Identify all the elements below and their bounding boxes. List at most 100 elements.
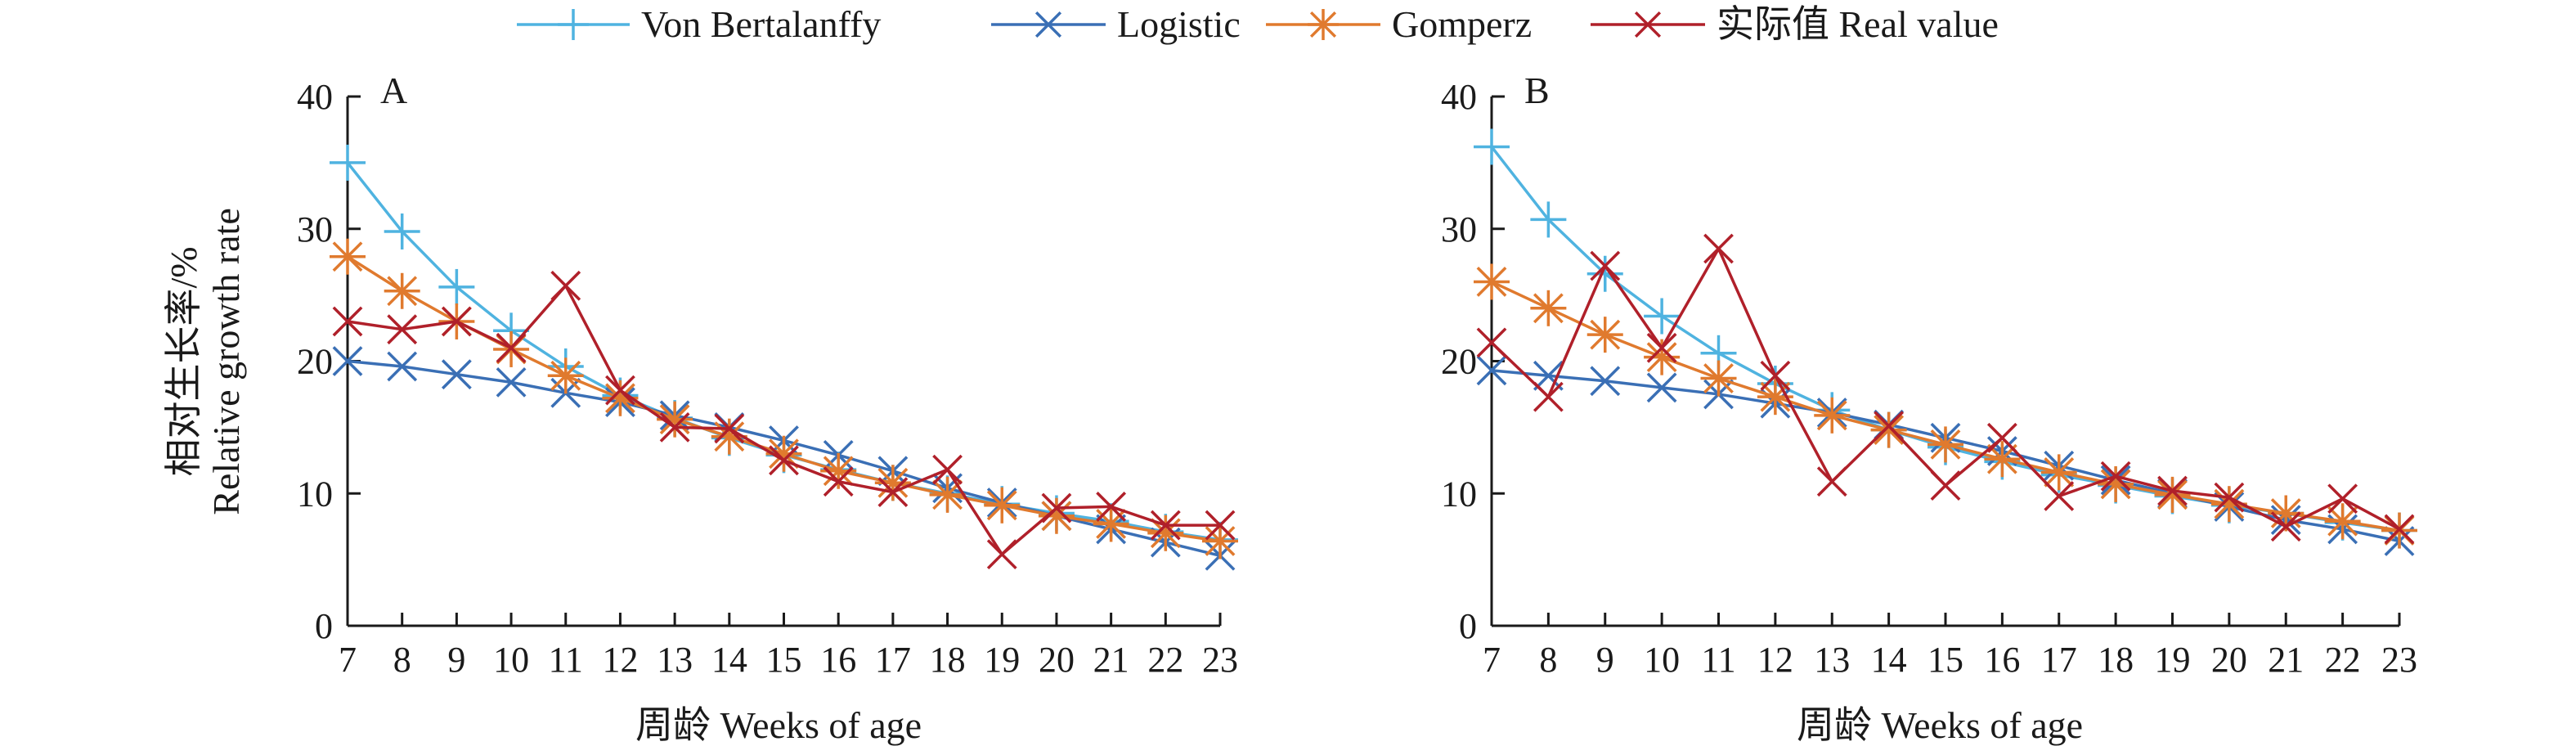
x-tick-label: 21: [2268, 640, 2304, 680]
series-line: [1491, 280, 2400, 533]
data-point: [1096, 492, 1127, 522]
x-tick-label: 10: [493, 640, 529, 680]
legend-entry-3: 实际值 Real value: [1591, 3, 1999, 45]
series-line: [1490, 146, 2400, 533]
data-point: [659, 411, 690, 443]
x-tick-label: 19: [984, 640, 1020, 680]
data-point: [1474, 128, 1510, 165]
data-point: [496, 366, 527, 398]
x-tick-label: 11: [549, 640, 583, 680]
panel-label: A: [380, 70, 407, 111]
data-point: [714, 413, 745, 444]
data-point: [1038, 497, 1075, 534]
x-tick-label: 15: [1928, 640, 1963, 680]
x-tick-label: 19: [2155, 640, 2191, 680]
legend: Von Bertalanffy Logistic Gomperz 实际值 Real v…: [517, 3, 1999, 45]
x-tick-label: 8: [1539, 640, 1557, 680]
series-line: [346, 161, 1221, 542]
data-point: [1150, 510, 1181, 541]
y-tick-label: 10: [297, 474, 333, 514]
data-point: [1816, 466, 1847, 497]
data-point: [441, 306, 472, 337]
x-tick-label: 7: [1483, 640, 1501, 680]
data-point: [1590, 250, 1621, 281]
data-point: [1928, 426, 1963, 463]
legend-marker: [558, 9, 589, 40]
data-point: [332, 306, 363, 337]
x-tick-label: 18: [2098, 640, 2134, 680]
data-point: [1205, 510, 1236, 541]
legend-marker: [1034, 11, 1062, 38]
data-point: [1870, 411, 1907, 448]
data-point: [332, 346, 363, 376]
data-point: [1202, 523, 1238, 560]
x-tick-label: 17: [2041, 640, 2077, 680]
data-point: [1530, 201, 1567, 238]
data-point: [496, 332, 527, 363]
data-point: [1760, 360, 1791, 391]
data-point: [2214, 482, 2245, 513]
data-point: [1586, 317, 1623, 353]
y-tick-label: 0: [1459, 606, 1477, 646]
x-tick-label: 22: [2325, 640, 2361, 680]
data-point: [387, 351, 418, 382]
y-tick-label: 40: [297, 77, 333, 117]
legend-label: 实际值 Real value: [1717, 3, 1999, 45]
series-3: [1476, 233, 2415, 545]
legend-label: Gomperz: [1392, 3, 1532, 45]
x-tick-label: 14: [711, 640, 747, 680]
x-tick-label: 23: [1202, 640, 1238, 680]
x-tick-label: 17: [875, 640, 911, 680]
legend-marker: [1634, 11, 1662, 38]
data-point: [1700, 360, 1737, 397]
data-point: [874, 465, 911, 501]
data-point: [1476, 355, 1507, 386]
data-point: [2324, 503, 2361, 540]
data-point: [438, 268, 475, 305]
x-tick-label: 23: [2381, 640, 2417, 680]
data-point: [441, 359, 472, 390]
data-point: [1986, 422, 2017, 453]
y-tick-label: 20: [297, 342, 333, 382]
data-point: [384, 272, 420, 309]
x-tick-label: 8: [393, 640, 411, 680]
data-point: [2270, 511, 2301, 542]
x-tick-label: 20: [2211, 640, 2247, 680]
y-axis-title-cn: 相对生长率/%: [163, 246, 204, 476]
data-point: [2044, 481, 2075, 511]
y-tick-label: 10: [1441, 474, 1477, 514]
legend-entry-0: Von Bertalanffy: [517, 3, 881, 45]
x-tick-label: 16: [820, 640, 856, 680]
legend-label: Logistic: [1117, 3, 1241, 45]
x-tick-label: 16: [1984, 640, 2020, 680]
x-tick-label: 13: [1814, 640, 1850, 680]
y-tick-label: 0: [315, 606, 333, 646]
x-tick-label: 11: [1701, 640, 1735, 680]
y-tick-label: 30: [297, 209, 333, 249]
data-point: [605, 375, 635, 406]
data-point: [2098, 465, 2134, 502]
data-point: [1590, 366, 1621, 397]
data-point: [2384, 514, 2415, 545]
series-2: [1474, 263, 2417, 549]
panel-a: 0 10 20 30 40 7 8 9 10 11 12 13 14 15 16 17 18 19 20 21 22 23…: [297, 70, 1238, 680]
data-point: [1533, 360, 1564, 391]
y-tick-label: 20: [1441, 342, 1477, 382]
x-tick-label: 18: [930, 640, 966, 680]
data-point: [986, 539, 1017, 570]
data-point: [1984, 441, 2021, 478]
x-tick-label: 10: [1644, 640, 1680, 680]
legend-entry-2: Gomperz: [1266, 3, 1532, 45]
data-point: [387, 314, 418, 345]
data-point: [1041, 492, 1072, 524]
data-point: [1530, 290, 1567, 326]
x-tick-label: 9: [447, 640, 465, 680]
data-point: [2040, 454, 2077, 491]
data-point: [932, 454, 963, 485]
data-point: [1644, 339, 1681, 375]
x-tick-label: 20: [1039, 640, 1075, 680]
data-point: [1533, 381, 1564, 412]
data-point: [547, 357, 584, 394]
data-point: [550, 270, 581, 301]
